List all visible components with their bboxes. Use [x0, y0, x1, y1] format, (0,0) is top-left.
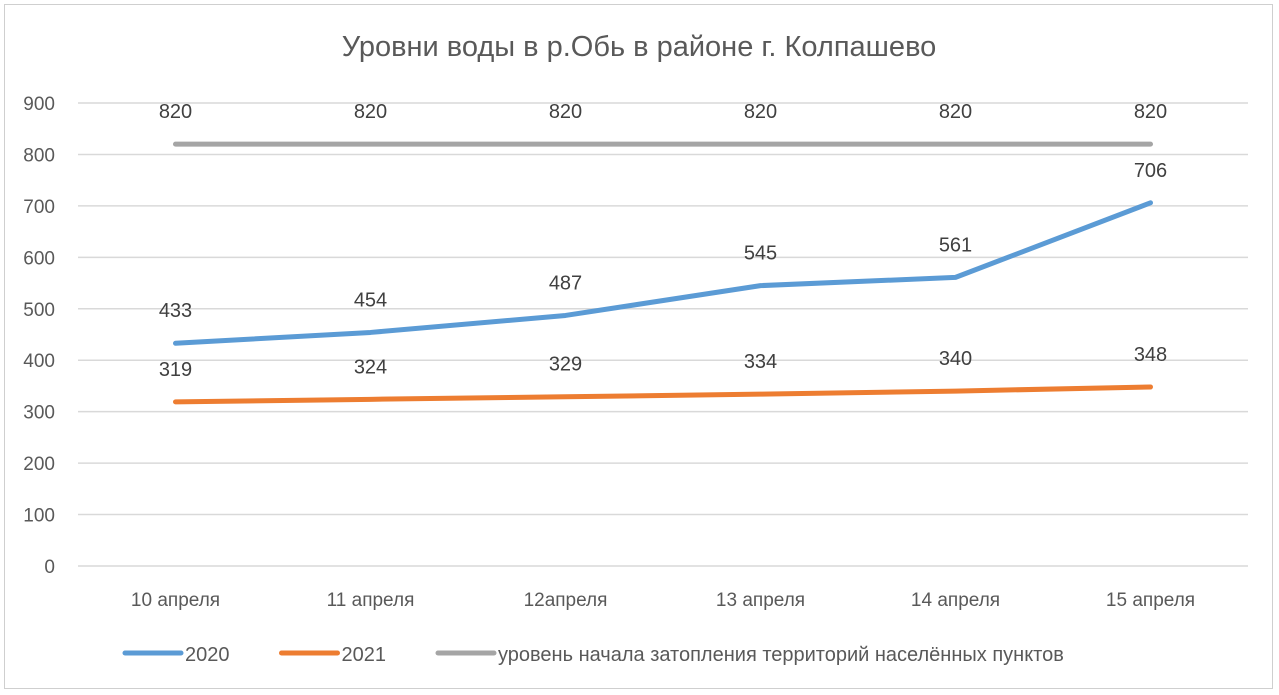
data-labels: 433 454 487 545 561 706 319 324 329 334 340 348 820 8… [159, 101, 1167, 381]
y-tick-label: 600 [23, 248, 55, 269]
chart-title: Уровни воды в р.Обь в районе г. Колпашев… [342, 31, 937, 63]
data-label: 545 [744, 243, 777, 265]
gridlines [78, 102, 1248, 567]
data-label: 433 [159, 300, 192, 322]
data-label: 820 [939, 101, 972, 123]
legend-label-2: 2021 [342, 644, 387, 666]
data-label: 334 [744, 351, 777, 373]
data-label: 324 [354, 356, 387, 378]
data-label: 820 [354, 101, 387, 123]
y-tick-label: 300 [23, 403, 55, 424]
data-label: 706 [1134, 160, 1167, 182]
data-label: 319 [159, 359, 192, 381]
legend: 2020 2021 уровень начала затопления террит… [122, 644, 1064, 666]
x-axis-ticks: 10 апреля 11 апреля 12апреля 13 апреля 14 ап… [131, 590, 1195, 611]
data-label: 820 [549, 101, 582, 123]
series-lines [173, 141, 1153, 405]
x-tick-label: 11 апреля [327, 590, 415, 611]
data-label: 329 [549, 354, 582, 376]
data-label: 340 [939, 348, 972, 370]
data-label: 820 [744, 101, 777, 123]
legend-label-1: 2020 [185, 644, 230, 666]
y-tick-label: 700 [23, 197, 55, 218]
y-tick-label: 200 [23, 454, 55, 475]
y-tick-label: 100 [23, 506, 55, 527]
data-label: 561 [939, 234, 972, 256]
data-label: 487 [549, 272, 582, 294]
chart-frame [4, 4, 1273, 689]
data-label: 348 [1134, 344, 1167, 366]
y-tick-label: 800 [23, 145, 55, 166]
series-line-2 [173, 384, 1153, 405]
y-tick-label: 0 [44, 557, 55, 578]
legend-label-3: уровень начала затопления территорий нас… [498, 644, 1064, 666]
x-tick-label: 14 апреля [911, 590, 1000, 611]
y-axis-ticks: 0 100 200 300 400 500 600 700 800 900 [23, 94, 55, 578]
x-tick-label: 10 апреля [131, 590, 220, 611]
x-tick-label: 15 апреля [1106, 590, 1195, 611]
series-line-1 [173, 200, 1153, 346]
data-label: 454 [354, 289, 387, 311]
data-label: 820 [1134, 101, 1167, 123]
x-tick-label: 12апреля [524, 590, 608, 611]
y-tick-label: 900 [23, 94, 55, 115]
y-tick-label: 500 [23, 300, 55, 321]
data-label: 820 [159, 101, 192, 123]
x-tick-label: 13 апреля [716, 590, 805, 611]
y-tick-label: 400 [23, 351, 55, 372]
